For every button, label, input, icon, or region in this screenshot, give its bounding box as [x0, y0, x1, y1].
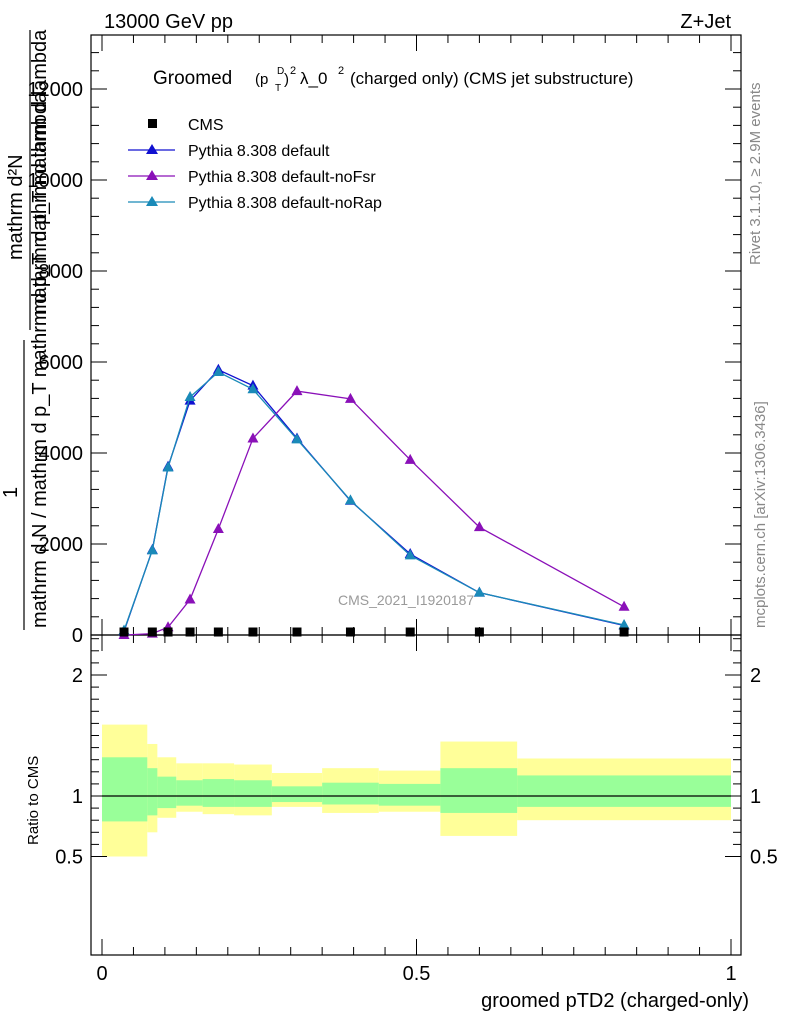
xlabel: groomed pTD2 (charged-only)	[481, 990, 749, 1012]
ratio-band-green	[440, 768, 518, 813]
legend-entry-cms: CMS	[148, 117, 224, 134]
title-math-sup-d: D	[277, 66, 284, 77]
series-point	[344, 392, 356, 403]
legend-entry-default: Pythia 8.308 default	[128, 143, 330, 160]
title-math-sub-t: T	[275, 83, 281, 94]
cms-point	[474, 627, 484, 637]
cms-point	[619, 627, 629, 637]
mcplots-label: mcplots.cern.ch [arXiv:1306.3436]	[752, 401, 769, 628]
ylabel-one: 1	[0, 487, 22, 498]
ratio-y-tick-label: 1	[72, 786, 83, 808]
x-tick-label: 0.5	[403, 963, 431, 985]
ratio-y-tick-label: 2	[72, 665, 83, 687]
main-y-tick-label: 12000	[27, 79, 83, 101]
legend-marker-cms	[148, 119, 157, 128]
main-y-tick-label: 2000	[39, 534, 84, 556]
cms-point	[185, 627, 195, 637]
title-math-p: (p	[255, 71, 268, 88]
ratio-y-tick-label-right: 2	[750, 665, 761, 687]
ylabel-denominator: mathrm d N / mathrm d p_T mathrm d p_T m…	[29, 91, 51, 628]
rivet-label: Rivet 3.1.10, ≥ 2.9M events	[747, 83, 764, 266]
series-point	[212, 366, 224, 377]
header-left: 13000 GeV pp	[104, 11, 233, 33]
legend-entry-norap: Pythia 8.308 default-noRap	[128, 195, 382, 212]
series-point	[473, 586, 485, 597]
cms-point	[213, 627, 223, 637]
series-point	[618, 600, 630, 611]
series-lines	[118, 363, 630, 639]
ratio-y-tick-label-right: 0.5	[750, 847, 778, 869]
ratio-band-green	[517, 775, 731, 807]
series-point	[247, 432, 259, 443]
legend-marker-default	[146, 144, 158, 154]
cms-point	[163, 627, 173, 637]
legend-label-norap: Pythia 8.308 default-noRap	[188, 195, 382, 212]
cms-point	[119, 627, 129, 637]
series-point	[344, 494, 356, 505]
header-right: Z+Jet	[680, 11, 731, 33]
ratio-bands	[102, 724, 731, 857]
plot-title: Groomed (p D T ) 2 λ_0 2 (charged only) …	[153, 65, 633, 94]
series-point	[184, 593, 196, 604]
series-point	[473, 521, 485, 532]
ratio-band-green	[157, 776, 177, 809]
main-y-tick-label: 10000	[27, 170, 83, 192]
ratio-band-green	[202, 779, 235, 807]
cms-point	[147, 627, 157, 637]
series-point	[291, 433, 303, 444]
ratio-y-tick-label: 0.5	[55, 847, 83, 869]
cms-point	[405, 627, 415, 637]
series-point	[618, 618, 630, 629]
ratio-band-green	[234, 780, 272, 807]
title-suffix: (charged only) (CMS jet substructure)	[350, 69, 633, 88]
main-y-tick-label: 4000	[39, 443, 84, 465]
title-lambda-sup: 2	[338, 65, 344, 77]
ylabel-numerator-1: mathrm d²N	[5, 154, 27, 260]
axis-tick-labels: 0 2000 4000 6000 8000 10000 12000 0 0.5 1 0.5 0.5 1 1…	[27, 79, 777, 985]
series-point	[404, 453, 416, 464]
cms-point	[248, 627, 258, 637]
cms-data-points	[119, 627, 629, 637]
series-point	[247, 383, 259, 394]
ratio-band-green	[102, 757, 148, 822]
ratio-band-green	[271, 786, 323, 803]
ylabel-numerator-2: mathrm d p_T mathrm d lambda	[29, 29, 51, 315]
ratio-band-green	[147, 768, 158, 816]
series-point	[291, 385, 303, 396]
series-point	[184, 391, 196, 402]
series-point	[212, 522, 224, 533]
analysis-watermark: CMS_2021_I1920187	[338, 592, 474, 608]
x-tick-label: 1	[725, 963, 736, 985]
series-point	[404, 549, 416, 560]
ratio-ylabel: Ratio to CMS	[25, 756, 42, 845]
main-y-tick-label: 8000	[39, 261, 84, 283]
legend-marker-nofsr	[146, 170, 158, 180]
legend-label-default: Pythia 8.308 default	[188, 143, 330, 160]
x-tick-label: 0	[96, 963, 107, 985]
series-point	[146, 544, 158, 555]
ratio-band-green	[322, 782, 379, 805]
cms-point	[345, 627, 355, 637]
main-y-tick-label: 6000	[39, 352, 84, 374]
legend-marker-norap	[146, 196, 158, 206]
legend-entry-nofsr: Pythia 8.308 default-noFsr	[128, 169, 376, 186]
ratio-y-tick-label-right: 1	[750, 786, 761, 808]
ratio-band-green	[378, 783, 441, 806]
title-prefix: Groomed	[153, 68, 232, 89]
main-ylabel: mathrm d²N mathrm d p_T mathrm d lambda …	[0, 29, 51, 630]
axis-ticks	[91, 35, 741, 955]
legend: CMS Pythia 8.308 default Pythia 8.308 de…	[128, 117, 382, 212]
main-y-tick-label: 0	[72, 625, 83, 647]
ratio-band-green	[176, 780, 203, 806]
legend-label-cms: CMS	[188, 117, 224, 134]
title-math-sup-2: 2	[290, 65, 296, 77]
legend-label-nofsr: Pythia 8.308 default-noFsr	[188, 169, 376, 186]
series-point	[162, 461, 174, 472]
title-math-close: )	[284, 71, 289, 88]
cms-point	[292, 627, 302, 637]
title-lambda: λ_0	[300, 69, 327, 88]
